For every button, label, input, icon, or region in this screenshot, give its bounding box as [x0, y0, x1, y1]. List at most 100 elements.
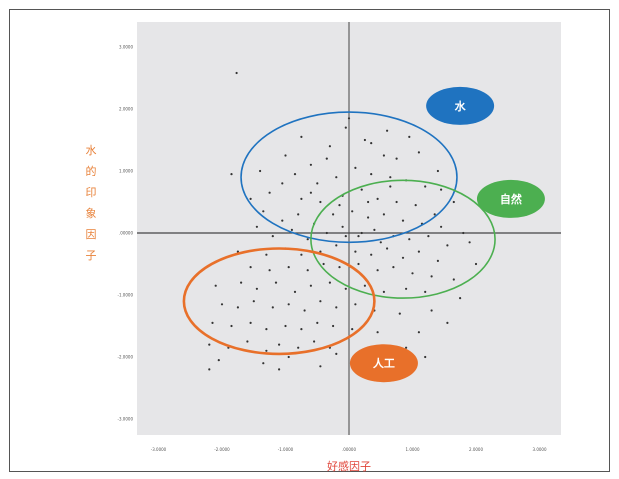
data-point: [354, 303, 357, 306]
data-point: [252, 300, 255, 303]
data-point: [322, 262, 325, 266]
y-label-char: 子: [86, 249, 97, 262]
data-point: [401, 219, 405, 222]
data-point: [436, 169, 439, 173]
data-point: [405, 346, 408, 349]
data-point: [351, 328, 354, 331]
y-label-char: 因: [86, 228, 97, 241]
data-point: [367, 216, 370, 219]
cluster-label-bubble: [476, 179, 545, 218]
y-label-char: 的: [86, 164, 97, 178]
data-point: [236, 306, 239, 309]
data-point: [370, 142, 373, 145]
data-point: [316, 321, 319, 324]
data-point: [354, 166, 357, 169]
data-point: [433, 213, 436, 216]
data-point: [297, 346, 300, 349]
data-point: [328, 281, 331, 284]
y-tick-label: -2.0000: [118, 355, 134, 360]
data-point: [255, 225, 258, 228]
data-point: [452, 278, 455, 281]
data-point: [265, 349, 268, 352]
data-point: [278, 368, 281, 371]
data-point: [300, 135, 303, 138]
data-point: [357, 262, 360, 266]
data-point: [452, 200, 455, 204]
data-point: [262, 362, 265, 365]
data-point: [370, 253, 373, 256]
data-point: [446, 244, 449, 247]
data-point: [211, 321, 214, 324]
data-point: [293, 290, 297, 293]
data-point: [293, 173, 297, 176]
data-point: [414, 204, 417, 207]
data-point: [440, 188, 443, 191]
data-point: [309, 191, 312, 194]
y-tick-label: .00000: [119, 231, 133, 236]
data-point: [284, 324, 287, 328]
data-point: [382, 290, 385, 293]
data-point: [287, 303, 290, 306]
cluster-label-text: 自然: [500, 192, 522, 206]
data-point: [306, 238, 309, 241]
data-point: [360, 231, 363, 235]
data-point: [313, 340, 316, 343]
x-tick-label: -1.0000: [278, 447, 294, 452]
data-point: [389, 176, 392, 179]
data-point: [427, 235, 430, 238]
data-point: [468, 241, 471, 244]
data-point: [300, 328, 303, 331]
data-point: [354, 250, 357, 253]
data-point: [398, 312, 401, 315]
data-point: [208, 368, 211, 371]
y-tick-label: -3.0000: [118, 417, 134, 422]
y-label-char: 印: [86, 186, 97, 199]
cluster-label-bubble: [349, 344, 418, 383]
data-point: [249, 321, 252, 324]
data-point: [424, 290, 427, 293]
data-point: [217, 359, 220, 362]
data-point: [303, 309, 306, 312]
data-point: [357, 235, 360, 238]
x-tick-label: 3.0000: [533, 447, 547, 452]
data-point: [344, 126, 347, 129]
data-point: [268, 269, 271, 272]
cluster-ellipse: [310, 179, 496, 299]
data-point: [405, 287, 408, 290]
data-point: [430, 309, 433, 312]
y-tick-label: 3.0000: [119, 45, 133, 50]
y-tick-label: -1.0000: [118, 293, 134, 298]
data-point: [347, 117, 351, 120]
cluster-ellipses: [182, 111, 496, 356]
x-axis-label: 好感因子: [327, 459, 371, 473]
data-point: [436, 259, 439, 262]
data-point: [265, 253, 268, 256]
data-point: [344, 235, 347, 238]
data-point: [335, 306, 338, 309]
data-point: [281, 219, 284, 222]
data-point: [265, 328, 268, 331]
data-point: [271, 235, 274, 238]
data-point: [335, 244, 338, 247]
y-label-char: 水: [86, 144, 97, 157]
data-point: [474, 262, 478, 266]
data-point: [220, 303, 224, 306]
data-point: [325, 231, 328, 235]
data-point: [379, 241, 382, 244]
y-tick-labels: 3.0000 2.0000 1.0000 .00000 -1.0000 -2.0000 -3…: [118, 45, 134, 422]
data-point: [417, 151, 420, 154]
x-tick-label: -2.0000: [214, 447, 230, 452]
x-tick-label: 1.0000: [406, 447, 420, 452]
data-point: [389, 185, 392, 188]
data-point: [341, 225, 344, 228]
data-point: [446, 321, 449, 324]
data-point: [287, 355, 290, 359]
data-point: [424, 355, 427, 359]
data-point: [309, 284, 312, 287]
data-point: [411, 272, 414, 275]
data-point: [338, 266, 341, 269]
data-point: [306, 269, 309, 272]
